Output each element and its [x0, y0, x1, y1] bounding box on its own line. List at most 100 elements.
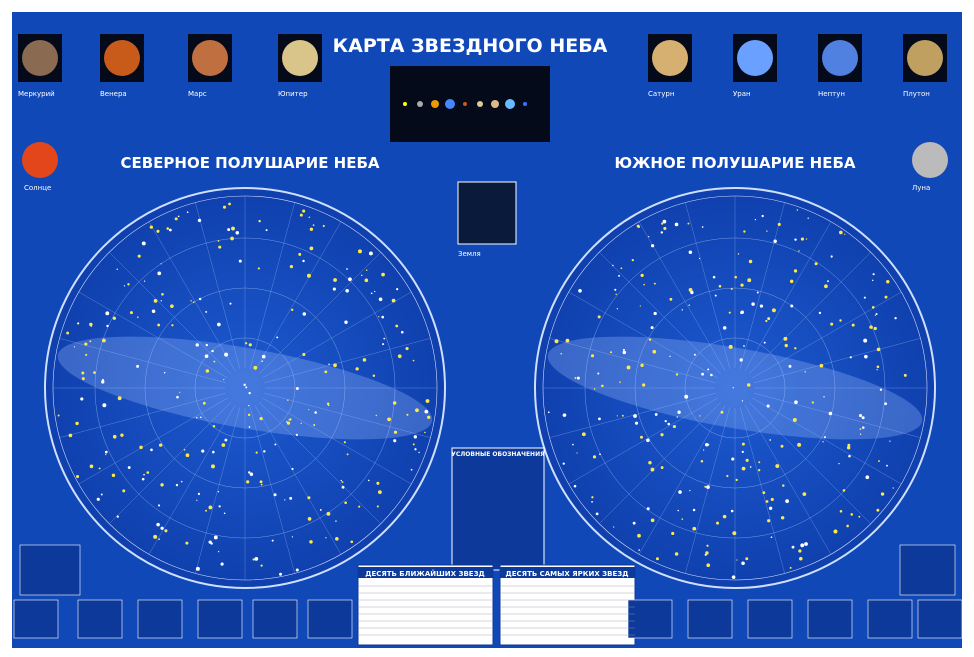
star	[308, 517, 312, 521]
planet-image	[282, 40, 318, 76]
star	[414, 448, 416, 450]
star	[747, 278, 751, 282]
star	[563, 462, 565, 464]
star	[219, 505, 221, 507]
star	[196, 567, 200, 571]
star	[591, 496, 593, 498]
star	[166, 227, 169, 230]
star	[824, 436, 826, 438]
star	[341, 480, 342, 481]
star	[654, 283, 656, 285]
star	[310, 246, 314, 250]
star	[296, 569, 299, 572]
star	[563, 413, 567, 417]
star	[212, 451, 215, 454]
star	[648, 236, 649, 237]
star	[196, 500, 197, 501]
star	[677, 411, 680, 414]
star	[323, 225, 325, 227]
star	[256, 452, 258, 454]
star	[335, 520, 337, 522]
star	[872, 306, 875, 309]
star	[309, 540, 312, 543]
star	[715, 295, 717, 297]
planet-image	[652, 40, 688, 76]
star	[705, 551, 708, 554]
moon-image	[912, 142, 948, 178]
star	[223, 206, 226, 209]
star	[843, 489, 846, 492]
star	[578, 289, 582, 293]
star	[186, 453, 190, 457]
star	[785, 344, 788, 347]
planet-image	[737, 40, 773, 76]
star	[205, 311, 207, 313]
star	[344, 501, 347, 504]
star	[797, 443, 801, 447]
star	[675, 223, 679, 227]
solar-planet	[463, 102, 467, 106]
star	[869, 325, 873, 329]
star	[846, 525, 849, 528]
star	[747, 383, 750, 386]
star	[74, 346, 75, 347]
star	[157, 324, 160, 327]
star	[211, 350, 213, 352]
star	[150, 449, 153, 452]
star	[765, 320, 767, 322]
star	[158, 504, 160, 506]
star	[302, 260, 304, 262]
star	[613, 526, 614, 527]
star	[143, 474, 145, 476]
star	[217, 323, 221, 327]
planet-image	[22, 40, 58, 76]
star	[623, 349, 625, 351]
star	[758, 469, 760, 471]
star	[705, 443, 708, 446]
star	[610, 351, 612, 353]
star	[635, 422, 638, 425]
star	[426, 399, 430, 403]
star	[769, 507, 772, 510]
star	[274, 444, 276, 446]
star	[721, 411, 724, 414]
star	[213, 425, 216, 428]
hemisphere-title: СЕВЕРНОЕ ПОЛУШАРИЕ НЕБА	[120, 154, 379, 172]
star	[231, 227, 235, 231]
star	[789, 365, 792, 368]
star	[663, 227, 666, 230]
star	[804, 371, 805, 372]
star	[170, 304, 174, 308]
star	[249, 343, 252, 346]
star	[287, 400, 288, 401]
star	[615, 294, 616, 295]
star	[678, 490, 682, 494]
star	[374, 291, 375, 292]
star	[723, 515, 727, 519]
star	[682, 309, 683, 310]
star	[345, 289, 349, 293]
star	[732, 575, 736, 579]
star	[81, 372, 84, 375]
star	[137, 316, 139, 318]
star	[859, 414, 862, 417]
solar-planet	[417, 101, 423, 107]
star	[684, 395, 688, 399]
star	[838, 463, 839, 464]
star	[637, 534, 641, 538]
star	[99, 467, 101, 469]
star	[548, 411, 550, 413]
star	[78, 322, 80, 324]
star	[181, 481, 183, 483]
star	[831, 255, 833, 257]
star	[652, 350, 656, 354]
star	[699, 258, 700, 259]
star	[378, 490, 382, 494]
star	[214, 536, 218, 540]
star	[781, 445, 784, 448]
star	[190, 300, 191, 301]
title: КАРТА ЗВЕЗДНОГО НЕБА	[333, 35, 608, 57]
star	[665, 420, 667, 422]
star	[617, 415, 618, 416]
star	[671, 532, 674, 535]
